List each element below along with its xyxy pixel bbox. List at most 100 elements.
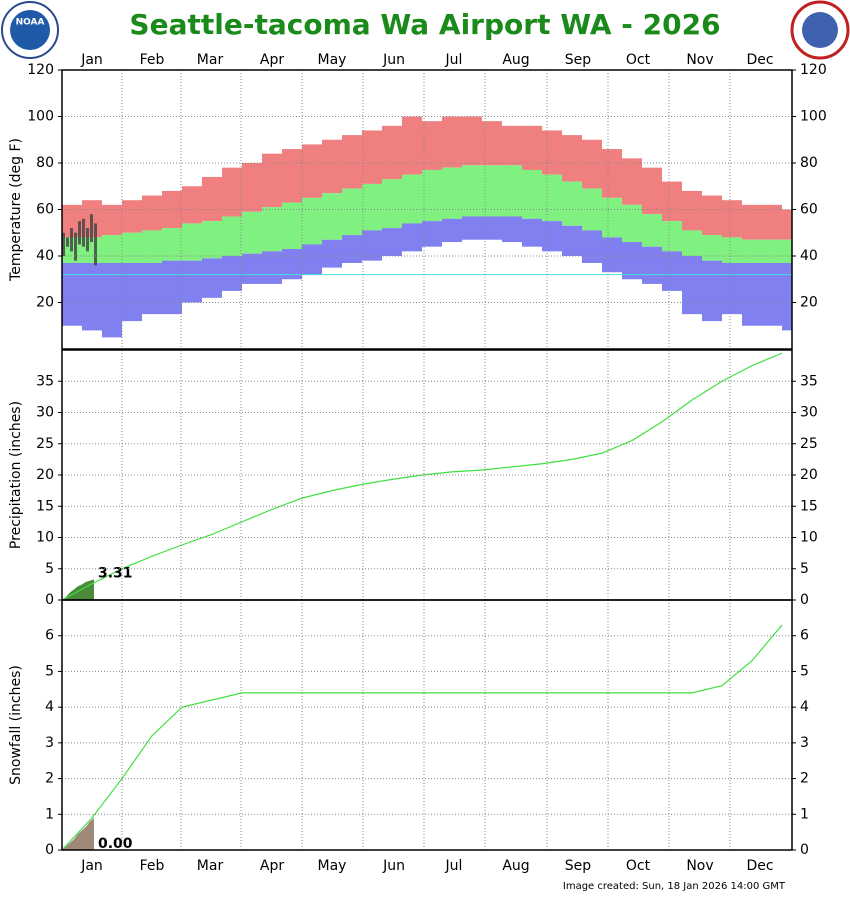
normal-range-bar bbox=[302, 197, 322, 245]
record-high-bar bbox=[422, 121, 442, 170]
y-tick-label: 20 bbox=[800, 467, 818, 483]
panel-frame bbox=[61, 599, 793, 851]
y-tick-label: 2 bbox=[800, 771, 809, 787]
x-tick-label: Jun bbox=[382, 858, 405, 874]
normal-range-bar bbox=[602, 197, 622, 238]
normal-range-bar bbox=[582, 188, 602, 231]
record-high-bar bbox=[582, 139, 602, 189]
normal-range-bar bbox=[322, 193, 342, 240]
record-high-bar bbox=[282, 149, 302, 203]
normal-range-bar bbox=[342, 188, 362, 236]
normal-range-bar bbox=[282, 202, 302, 250]
record-low-bar bbox=[342, 235, 362, 263]
normal-range-bar bbox=[702, 235, 722, 261]
observed-bar bbox=[70, 228, 73, 252]
record-high-bar bbox=[62, 204, 82, 238]
chart-title: Seattle-tacoma Wa Airport WA - 2026 bbox=[129, 8, 720, 41]
y-tick-label: 30 bbox=[800, 405, 818, 421]
normal-range-bar bbox=[362, 183, 382, 231]
observed-bar bbox=[66, 237, 69, 247]
y-tick-label: 1 bbox=[800, 806, 809, 822]
record-low-bar bbox=[322, 239, 342, 268]
record-high-bar bbox=[162, 190, 182, 229]
normal-range-bar bbox=[522, 169, 542, 219]
record-high-bar bbox=[102, 204, 122, 236]
panel-frame bbox=[61, 69, 793, 350]
normal-range-bar bbox=[102, 235, 122, 263]
y-tick-label: 25 bbox=[800, 436, 818, 452]
observed-bar bbox=[74, 232, 77, 261]
record-high-bar bbox=[262, 153, 282, 208]
normal-range-bar bbox=[182, 223, 202, 261]
normal-range-bar bbox=[682, 230, 702, 256]
normal-range-bar bbox=[202, 221, 222, 259]
record-low-bar bbox=[362, 230, 382, 261]
y-tick-label: 0 bbox=[45, 592, 54, 608]
record-high-bar bbox=[322, 139, 342, 194]
total-label: 0.00 bbox=[98, 836, 133, 852]
x-tick-label: Mar bbox=[197, 858, 224, 874]
normal-range-bar bbox=[642, 214, 662, 247]
x-tick-label: Jul bbox=[445, 858, 463, 874]
y-tick-label: 5 bbox=[45, 561, 54, 577]
x-tick-label: Jan bbox=[80, 858, 103, 874]
record-high-bar bbox=[782, 209, 792, 240]
normal-range-bar bbox=[142, 230, 162, 263]
x-tick-label: May bbox=[318, 52, 347, 68]
x-tick-label: Oct bbox=[626, 858, 651, 874]
record-low-bar bbox=[782, 262, 792, 331]
x-tick-label: Dec bbox=[746, 52, 773, 68]
y-tick-label: 20 bbox=[36, 295, 54, 311]
record-high-bar bbox=[142, 195, 162, 231]
normal-range-bar bbox=[222, 216, 242, 256]
panel: 0.00 0 0 1 1 2 2 3 3 4 4 5 5 6 6 Jan Feb Mar Apr May Jun Jul A… bbox=[8, 599, 809, 874]
record-low-bar bbox=[462, 216, 482, 240]
normal-range-bar bbox=[462, 165, 482, 217]
panel: 20 20 40 40 60 60 80 80 100 100 120 120 Jan Feb Mar Apr… bbox=[8, 52, 827, 350]
record-high-bar bbox=[742, 204, 762, 240]
observed-bar bbox=[90, 214, 93, 243]
record-high-bar bbox=[542, 130, 562, 175]
normal-range-bar bbox=[662, 221, 682, 252]
record-high-bar bbox=[762, 204, 782, 240]
record-high-bar bbox=[302, 144, 322, 198]
y-tick-label: 120 bbox=[27, 62, 54, 78]
y-tick-label: 1 bbox=[45, 806, 54, 822]
record-high-bar bbox=[722, 200, 742, 238]
logo-disc bbox=[802, 12, 838, 48]
record-high-bar bbox=[602, 149, 622, 198]
y-tick-label: 2 bbox=[45, 771, 54, 787]
record-low-bar bbox=[162, 260, 182, 315]
normal-range-bar bbox=[762, 239, 782, 263]
y-tick-label: 40 bbox=[800, 248, 818, 264]
nws-logo bbox=[790, 0, 850, 60]
normal-range-bar bbox=[122, 232, 142, 263]
observed-bar bbox=[78, 221, 81, 245]
y-tick-label: 15 bbox=[36, 498, 54, 514]
observed-area bbox=[62, 817, 94, 850]
normal-range-bar bbox=[482, 165, 502, 217]
record-low-bar bbox=[702, 260, 722, 322]
y-tick-label: 35 bbox=[800, 373, 818, 389]
x-tick-label: Apr bbox=[260, 858, 284, 874]
y-tick-label: 5 bbox=[800, 561, 809, 577]
normal-range-bar bbox=[242, 211, 262, 254]
normal-range-bar bbox=[162, 228, 182, 261]
observed-bar bbox=[62, 232, 65, 256]
normal-range-bar bbox=[622, 204, 642, 243]
record-low-bar bbox=[122, 262, 142, 322]
normal-range-bar bbox=[502, 165, 522, 217]
record-high-bar bbox=[242, 163, 262, 212]
y-tick-label: 0 bbox=[800, 842, 809, 858]
record-low-bar bbox=[142, 262, 162, 315]
record-low-bar bbox=[502, 216, 522, 243]
normal-range-bar bbox=[382, 179, 402, 229]
record-low-bar bbox=[442, 218, 462, 243]
record-low-bar bbox=[642, 246, 662, 284]
y-tick-label: 6 bbox=[45, 628, 54, 644]
record-low-bar bbox=[542, 221, 562, 252]
y-tick-label: 6 bbox=[800, 628, 809, 644]
record-high-bar bbox=[442, 116, 462, 168]
record-high-bar bbox=[522, 125, 542, 170]
y-tick-label: 40 bbox=[36, 248, 54, 264]
